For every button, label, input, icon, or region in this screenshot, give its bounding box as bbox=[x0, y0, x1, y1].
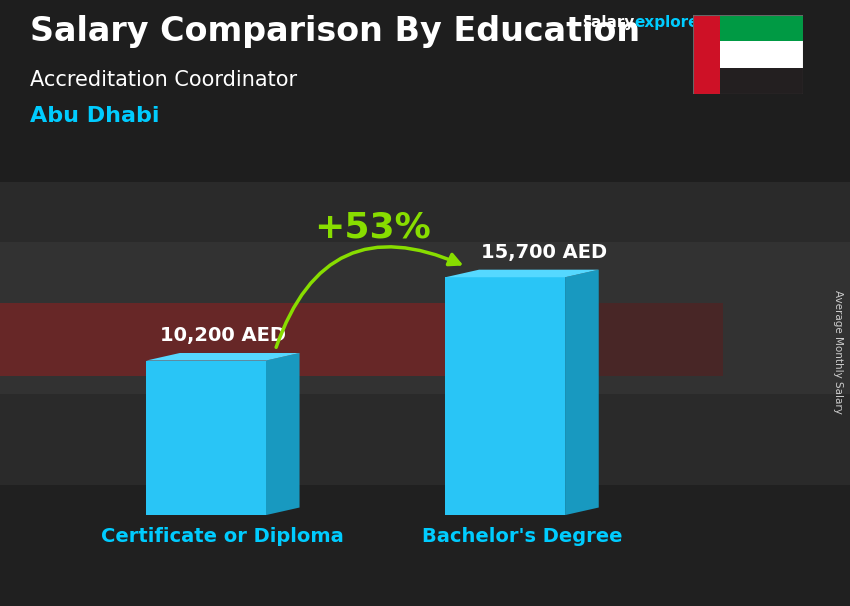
Bar bbox=[468, 303, 722, 376]
Text: 10,200 AED: 10,200 AED bbox=[160, 327, 286, 345]
Text: Average Monthly Salary: Average Monthly Salary bbox=[833, 290, 843, 413]
Bar bbox=[0, 303, 468, 376]
Bar bbox=[693, 15, 720, 94]
Bar bbox=[720, 67, 803, 94]
Polygon shape bbox=[146, 353, 299, 361]
Text: salary: salary bbox=[582, 15, 635, 30]
Text: Abu Dhabi: Abu Dhabi bbox=[30, 106, 159, 126]
Text: Certificate or Diploma: Certificate or Diploma bbox=[101, 527, 344, 546]
Text: Bachelor's Degree: Bachelor's Degree bbox=[422, 527, 622, 546]
Text: 15,700 AED: 15,700 AED bbox=[481, 243, 608, 262]
Polygon shape bbox=[565, 270, 598, 515]
Bar bbox=[720, 41, 803, 67]
Polygon shape bbox=[266, 353, 299, 515]
Bar bbox=[146, 361, 266, 515]
Bar bbox=[445, 278, 565, 515]
Bar bbox=[0, 0, 850, 182]
Bar bbox=[0, 485, 850, 606]
Text: +53%: +53% bbox=[314, 210, 431, 244]
Bar bbox=[720, 15, 803, 41]
Polygon shape bbox=[445, 270, 598, 278]
Text: Accreditation Coordinator: Accreditation Coordinator bbox=[30, 70, 297, 90]
Text: explorer.com: explorer.com bbox=[634, 15, 745, 30]
Text: Salary Comparison By Education: Salary Comparison By Education bbox=[30, 15, 640, 48]
Bar bbox=[0, 242, 850, 394]
